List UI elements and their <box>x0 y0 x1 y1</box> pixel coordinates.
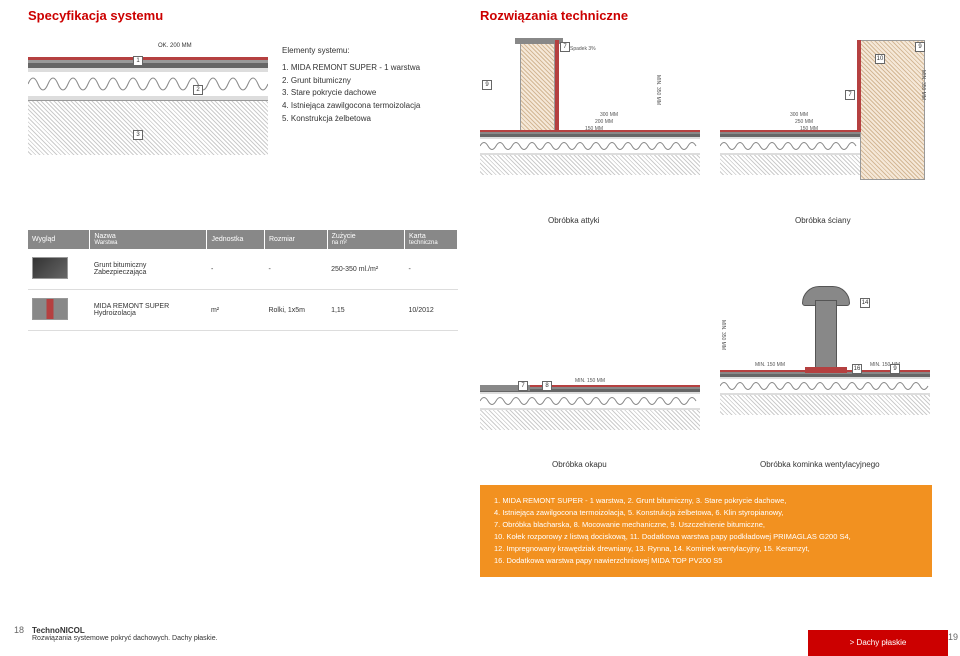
badge: 9 <box>482 80 492 90</box>
vent-flange <box>805 367 847 373</box>
header-right: Rozwiązania techniczne <box>480 8 628 23</box>
table-row: Grunt bitumicznyZabezpieczająca - - 250-… <box>28 249 458 290</box>
row-layer: Zabezpieczająca <box>94 269 203 276</box>
legend-line: 10. Kołek rozporowy z listwą dociskową, … <box>494 531 918 543</box>
row-unit: m² <box>207 290 265 331</box>
thumb-primer <box>32 257 68 279</box>
dim-top: OK. 200 MM <box>158 43 192 49</box>
legend-line: 16. Dodatkowa warstwa papy nawierzchniow… <box>494 555 918 567</box>
diagram-attic: Spadek 3% 300 MM 200 MM 150 MM MIN. 350 … <box>480 40 700 200</box>
layer-stack <box>28 57 268 155</box>
layer-insulation <box>28 68 268 100</box>
elements-title: Elementy systemu: <box>282 45 452 58</box>
th-card: Kartatechniczna <box>404 230 457 249</box>
dim-min350v2: MIN. 350 MM <box>720 320 726 350</box>
dim-min350: MIN. 350 MM <box>655 75 661 105</box>
page-num-left: 18 <box>14 625 24 635</box>
legend-box: 1. MIDA REMONT SUPER - 1 warstwa, 2. Gru… <box>480 485 932 577</box>
badge: 16 <box>852 364 862 374</box>
row-name: MIDA REMONT SUPER <box>94 303 203 310</box>
elements-list: Elementy systemu: 1. MIDA REMONT SUPER -… <box>282 45 452 126</box>
thumb-membrane <box>32 298 68 320</box>
row-size: - <box>264 249 327 290</box>
badge: 9 <box>890 364 900 374</box>
row-size: Rolki, 1x5m <box>264 290 327 331</box>
badge: 7 <box>560 42 570 52</box>
footer-brand: TechnoNICOL <box>32 626 85 635</box>
row-name: Grunt bitumiczny <box>94 262 203 269</box>
diagram-wall: 300 MM 250 MM 150 MM MIN. 350 MM 9 10 7 <box>720 40 930 200</box>
th-look: Wygląd <box>28 230 90 249</box>
wall-block <box>860 40 925 180</box>
th-unit: Jednostka <box>207 230 265 249</box>
flashing <box>555 40 559 132</box>
dim-spadek: Spadek 3% <box>570 46 596 52</box>
dim-min350b: MIN. 350 MM <box>920 70 926 100</box>
badge-2: 2 <box>193 85 203 95</box>
badge: 14 <box>860 298 870 308</box>
row-card: 10/2012 <box>404 290 457 331</box>
roof-assembly <box>720 130 860 175</box>
badge: 7 <box>845 90 855 100</box>
diagram-vent: MIN. 150 MM MIN. 150 MM MIN. 350 MM 14 1… <box>720 300 930 460</box>
dim-300: 300 MM <box>600 112 618 118</box>
badge-3: 3 <box>133 130 143 140</box>
roof-assembly <box>480 130 700 175</box>
badge: 10 <box>875 54 885 64</box>
elements-item: 5. Konstrukcja żelbetowa <box>282 113 452 126</box>
row-unit: - <box>207 249 265 290</box>
elements-item: 3. Stare pokrycie dachowe <box>282 87 452 100</box>
caption-wall: Obróbka ściany <box>795 216 851 225</box>
row-layer: Hydroizolacja <box>94 310 203 317</box>
caption-vent: Obróbka kominka wentylacyjnego <box>760 460 880 469</box>
badge: 7 <box>518 381 528 391</box>
dim-250: 250 MM <box>795 119 813 125</box>
caption-attic: Obróbka attyki <box>548 216 600 225</box>
row-use: 1,15 <box>327 290 404 331</box>
caption-eave: Obróbka okapu <box>552 460 607 469</box>
row-card: - <box>404 249 457 290</box>
elements-item: 2. Grunt bitumiczny <box>282 75 452 88</box>
layer-concrete <box>28 100 268 155</box>
flashing <box>857 40 861 132</box>
footer-sub: Rozwiązania systemowe pokryć dachowych. … <box>32 635 218 642</box>
footer-tab: > Dachy płaskie <box>808 630 948 656</box>
footer-left: 18 TechnoNICOL Rozwiązania systemowe pok… <box>14 625 218 642</box>
legend-line: 4. Istniejąca zawilgocona termoizolacja,… <box>494 507 918 519</box>
diagram-eave: MIN. 150 MM 8 7 <box>480 330 700 460</box>
header-left: Specyfikacja systemu <box>28 8 163 23</box>
dim-200: 200 MM <box>595 119 613 125</box>
roof-assembly <box>720 370 930 415</box>
dim-300b: 300 MM <box>790 112 808 118</box>
elements-item: 1. MIDA REMONT SUPER - 1 warstwa <box>282 62 452 75</box>
diagram-cross-section: OK. 200 MM 1 2 3 <box>28 45 268 175</box>
badge: 9 <box>915 42 925 52</box>
legend-line: 7. Obróbka blacharska, 8. Mocowanie mech… <box>494 519 918 531</box>
vent-pipe <box>815 300 837 370</box>
row-use: 250-350 ml./m² <box>327 249 404 290</box>
dim-min150: MIN. 150 MM <box>575 378 605 384</box>
roof-assembly <box>480 385 700 430</box>
legend-line: 12. Impregnowany krawędziak drewniany, 1… <box>494 543 918 555</box>
dim-min150l: MIN. 150 MM <box>755 362 785 368</box>
th-use: Zużyciena m² <box>327 230 404 249</box>
badge-1: 1 <box>133 56 143 66</box>
table-row: MIDA REMONT SUPERHydroizolacja m² Rolki,… <box>28 290 458 331</box>
badge: 8 <box>542 381 552 391</box>
legend-line: 1. MIDA REMONT SUPER - 1 warstwa, 2. Gru… <box>494 495 918 507</box>
elements-item: 4. Istniejąca zawilgocona termoizolacja <box>282 100 452 113</box>
th-name: NazwaWarstwa <box>90 230 207 249</box>
th-size: Rozmiar <box>264 230 327 249</box>
page-num-right: 19 <box>948 632 960 642</box>
spec-table: Wygląd NazwaWarstwa Jednostka Rozmiar Zu… <box>28 230 458 331</box>
